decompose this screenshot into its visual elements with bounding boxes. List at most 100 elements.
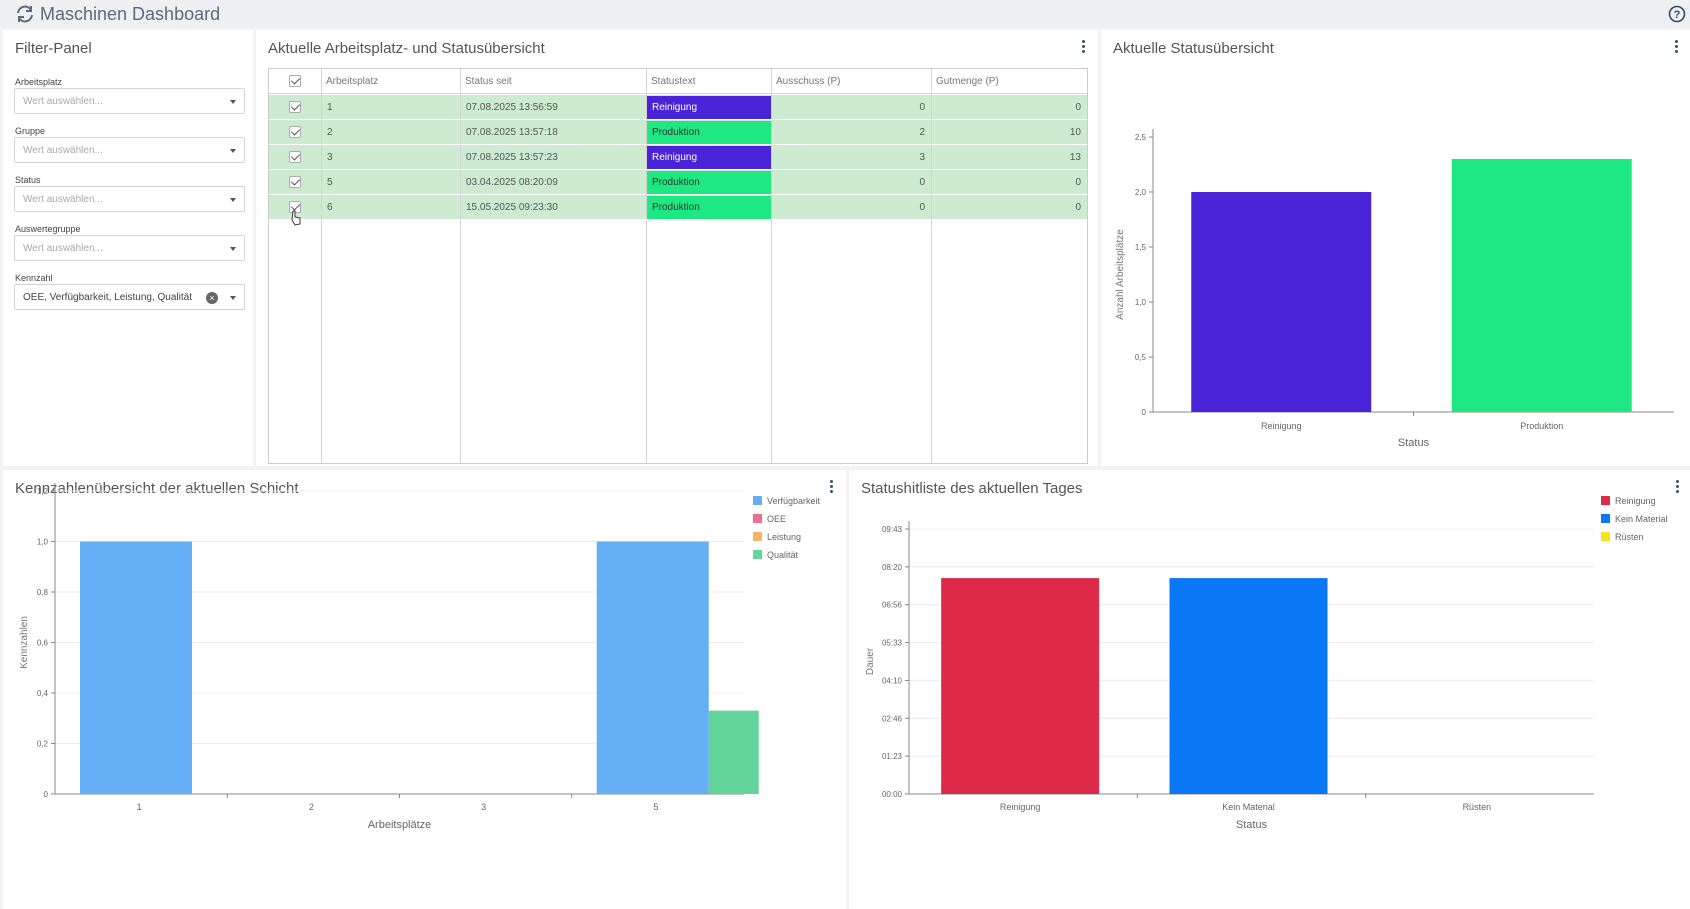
y-tick-label: 0,5 xyxy=(1135,353,1147,362)
more-menu-icon[interactable] xyxy=(1078,38,1088,58)
y-tick-label: 1,2 xyxy=(37,487,49,496)
kennzahl-value: OEE, Verfügbarkeit, Leistung, Qualität xyxy=(23,292,192,303)
gruppe-label: Gruppe xyxy=(15,126,46,136)
app-title: Maschinen Dashboard xyxy=(40,4,221,24)
status-seit-cell: 07.08.2025 13:57:18 xyxy=(466,127,558,138)
x-tick-label: Reinigung xyxy=(1000,802,1041,812)
status-panel-title: Aktuelle Statusübersicht xyxy=(1113,40,1274,57)
kennzahl-select[interactable]: OEE, Verfügbarkeit, Leistung, Qualität × xyxy=(14,284,245,310)
arbeitsplatz-cell: 6 xyxy=(327,202,333,213)
arbeitsplatz-cell: 2 xyxy=(327,127,333,138)
column-divider xyxy=(321,69,322,463)
y-tick-label: 02:46 xyxy=(882,714,903,723)
kpi-chart-panel: Kennzahlenübersicht der aktuellen Schich… xyxy=(3,470,846,909)
bar-reinigung xyxy=(941,578,1100,794)
ausschuss-cell: 0 xyxy=(919,102,925,113)
y-tick-label: 1,5 xyxy=(1135,243,1147,252)
x-axis-label: Status xyxy=(1398,437,1430,449)
cursor-icon xyxy=(291,210,301,226)
table-row[interactable]: 5 03.04.2025 08:20:09 Produktion 0 0 xyxy=(269,170,1087,195)
more-menu-icon[interactable] xyxy=(1672,478,1682,498)
auswertegruppe-select[interactable]: Wert auswählen... xyxy=(14,235,245,261)
bar-reinigung xyxy=(1191,192,1372,412)
status-seit-cell: 15.05.2025 09:23:30 xyxy=(466,202,558,213)
chevron-down-icon[interactable] xyxy=(230,247,236,251)
table-row[interactable]: 6 15.05.2025 09:23:30 Produktion 0 0 xyxy=(269,195,1087,220)
y-tick-label: 08:20 xyxy=(882,563,903,572)
y-axis-label: Anzahl Arbeitsplätze xyxy=(1115,229,1126,320)
gutmenge-cell: 13 xyxy=(1069,152,1081,163)
column-header[interactable]: Statustext xyxy=(646,69,771,94)
help-icon[interactable]: ? xyxy=(1668,5,1686,23)
y-tick-label: 04:10 xyxy=(882,676,903,685)
hit-chart-panel: Statushitliste des aktuellen Tages 00:00… xyxy=(849,470,1690,909)
status-select[interactable]: Wert auswählen... xyxy=(14,186,245,212)
chevron-down-icon[interactable] xyxy=(230,198,236,202)
chevron-down-icon[interactable] xyxy=(230,149,236,153)
row-checkbox[interactable] xyxy=(289,151,301,163)
legend-label: Verfügbarkeit xyxy=(767,496,821,506)
chevron-down-icon[interactable] xyxy=(230,100,236,104)
arbeitsplatz-cell: 1 xyxy=(327,102,333,113)
y-tick-label: 0,2 xyxy=(37,740,49,749)
legend-label: Leistung xyxy=(767,532,801,542)
filter-panel-title: Filter-Panel xyxy=(15,40,92,57)
gutmenge-cell: 0 xyxy=(1075,177,1081,188)
column-divider xyxy=(931,69,932,463)
select-all-checkbox[interactable] xyxy=(289,75,301,87)
status-table: Arbeitsplatz Status seit Statustext Auss… xyxy=(268,68,1088,464)
y-tick-label: 01:23 xyxy=(882,752,903,761)
kennzahl-label: Kennzahl xyxy=(15,273,53,283)
arbeitsplatz-select[interactable]: Wert auswählen... xyxy=(14,88,245,114)
row-checkbox[interactable] xyxy=(289,126,301,138)
gruppe-select[interactable]: Wert auswählen... xyxy=(14,137,245,163)
table-row[interactable]: 1 07.08.2025 13:56:59 Reinigung 0 0 xyxy=(269,95,1087,120)
column-header[interactable]: Ausschuss (P) xyxy=(771,69,931,94)
y-tick-label: 0,8 xyxy=(37,588,49,597)
refresh-icon[interactable] xyxy=(14,4,36,24)
status-badge: Reinigung xyxy=(647,146,771,169)
x-tick-label: Produktion xyxy=(1520,421,1563,431)
row-checkbox[interactable] xyxy=(289,101,301,113)
more-menu-icon[interactable] xyxy=(826,478,836,498)
legend-swatch xyxy=(1601,532,1610,541)
header-select-all[interactable] xyxy=(269,69,321,94)
x-tick-label: Rüsten xyxy=(1463,802,1492,812)
status-label: Status xyxy=(15,175,41,185)
status-badge: Produktion xyxy=(647,171,771,194)
legend-label: OEE xyxy=(767,514,786,524)
legend-swatch xyxy=(753,514,762,523)
y-tick-label: 0 xyxy=(44,790,49,799)
chevron-down-icon[interactable] xyxy=(230,296,236,300)
x-tick-label: 3 xyxy=(481,802,486,812)
ausschuss-cell: 3 xyxy=(919,152,925,163)
x-axis-label: Status xyxy=(1236,819,1268,831)
x-tick-label: Kein Material xyxy=(1222,802,1275,812)
table-row[interactable]: 3 07.08.2025 13:57:23 Reinigung 3 13 xyxy=(269,145,1087,170)
table-row[interactable]: 2 07.08.2025 13:57:18 Produktion 2 10 xyxy=(269,120,1087,145)
kpi-panel-title: Kennzahlenübersicht der aktuellen Schich… xyxy=(15,480,299,497)
row-checkbox[interactable] xyxy=(289,176,301,188)
arbeitsplatz-cell: 3 xyxy=(327,152,333,163)
gutmenge-cell: 0 xyxy=(1075,102,1081,113)
more-menu-icon[interactable] xyxy=(1671,38,1681,58)
x-tick-label: 5 xyxy=(653,802,658,812)
y-tick-label: 2,5 xyxy=(1135,133,1147,142)
column-header[interactable]: Status seit xyxy=(460,69,646,94)
status-seit-cell: 07.08.2025 13:57:23 xyxy=(466,152,558,163)
arbeitsplatz-label: Arbeitsplatz xyxy=(15,77,63,87)
status-badge: Produktion xyxy=(647,121,771,144)
gutmenge-cell: 0 xyxy=(1075,202,1081,213)
status-seit-cell: 03.04.2025 08:20:09 xyxy=(466,177,558,188)
column-divider xyxy=(460,69,461,463)
legend-swatch xyxy=(753,496,762,505)
column-header[interactable]: Gutmenge (P) xyxy=(931,69,1087,94)
column-header[interactable]: Arbeitsplatz xyxy=(321,69,460,94)
legend-swatch xyxy=(1601,514,1610,523)
clear-icon[interactable]: × xyxy=(206,292,218,304)
y-axis-label: Dauer xyxy=(865,647,876,675)
ausschuss-cell: 0 xyxy=(919,177,925,188)
table-panel-title: Aktuelle Arbeitsplatz- und Statusübersic… xyxy=(268,40,545,57)
x-tick-label: Reinigung xyxy=(1261,421,1302,431)
y-tick-label: 1,0 xyxy=(1135,298,1147,307)
